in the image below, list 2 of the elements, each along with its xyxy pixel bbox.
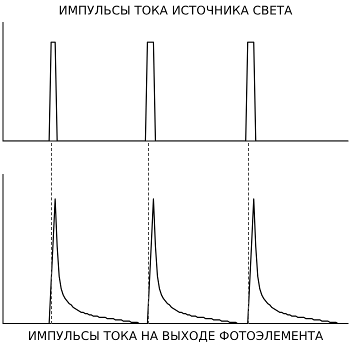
text: ИМПУЛЬСЫ ТОКА НА ВЫХОДЕ ФОТОЭЛЕМЕНТА xyxy=(28,328,324,343)
chart-title: ИМПУЛЬСЫ ТОКА ИСТОЧНИКА СВЕТА xyxy=(58,3,294,18)
